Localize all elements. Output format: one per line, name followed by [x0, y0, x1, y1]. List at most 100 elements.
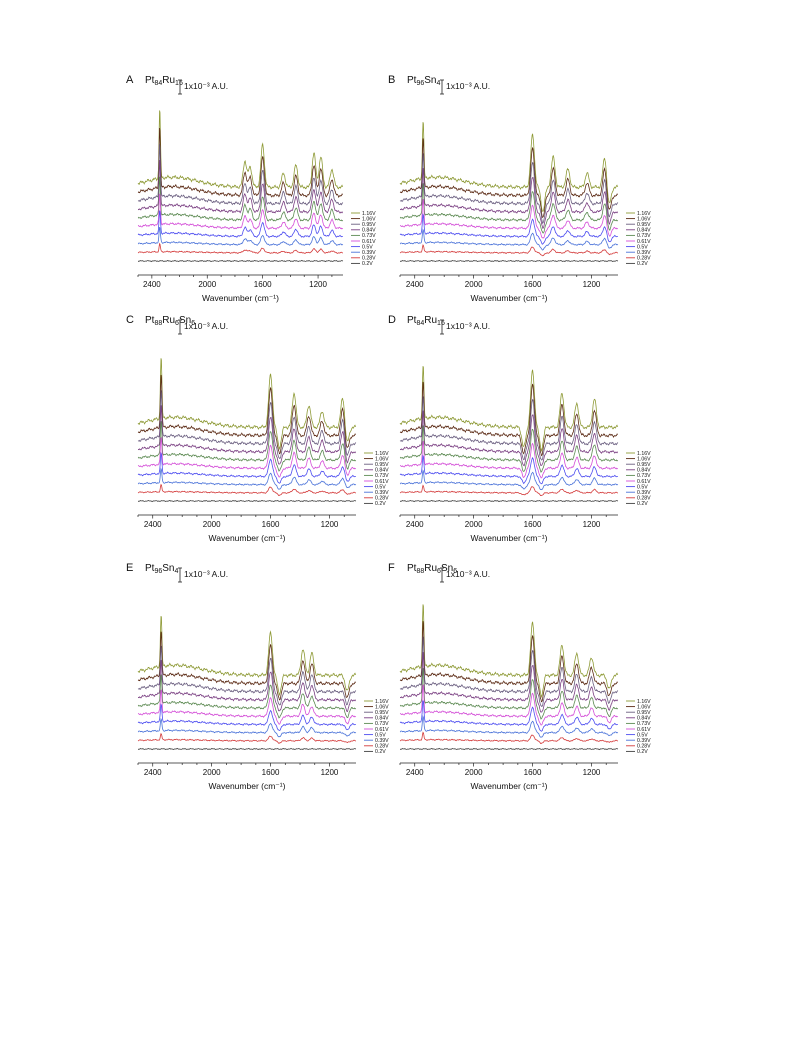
x-tick-label: 1200 — [583, 768, 601, 777]
scale-bar-label: 1x10⁻³ A.U. — [184, 321, 228, 331]
panel-title: Pt84Ru16 — [145, 75, 183, 87]
legend-label: 0.84V — [637, 228, 651, 234]
legend-label: 0.5V — [637, 732, 648, 738]
chart-panel-B: B Pt96Sn4 1x10⁻³ A.U. 2400 2000 1600 1200 Waven… — [388, 74, 651, 303]
x-tick-label: 2400 — [144, 520, 162, 529]
legend-label: 0.5V — [362, 244, 373, 250]
legend-label: 0.61V — [637, 239, 651, 245]
spectrum-line — [137, 615, 357, 697]
title-part: 96 — [416, 80, 424, 87]
legend-label: 0.39V — [362, 250, 376, 256]
spectrum-line — [137, 437, 357, 478]
x-tick-label: 1200 — [309, 280, 327, 289]
spectrum-line — [399, 183, 619, 234]
x-tick-label: 2000 — [198, 280, 216, 289]
panel-letter: F — [388, 562, 395, 574]
legend-label: 1.16V — [362, 211, 376, 217]
legend-label: 0.2V — [375, 501, 386, 507]
title-part: 84 — [154, 80, 162, 87]
legend-label: 0.5V — [637, 244, 648, 250]
legend-label: 0.95V — [362, 222, 376, 228]
x-tick-label: 1200 — [583, 520, 601, 529]
legend-label: 0.28V — [637, 256, 651, 262]
spectrum-line — [399, 199, 619, 239]
legend-label: 0.84V — [637, 716, 651, 722]
x-tick-label: 1600 — [524, 768, 542, 777]
legend-label: 1.16V — [637, 699, 651, 705]
x-tick-label: 2400 — [144, 768, 162, 777]
panel-title: Pt88Ru6Sn6 — [407, 563, 457, 575]
spectrum-line — [399, 636, 619, 707]
panel-title: Pt88Ru6Sn6 — [145, 315, 195, 327]
spectrum-line — [137, 374, 357, 455]
legend-label: 0.73V — [375, 473, 389, 479]
legend-label: 1.06V — [375, 704, 389, 710]
legend-label: 0.95V — [637, 462, 651, 468]
legend-label: 1.06V — [637, 216, 651, 222]
x-tick-label: 2400 — [406, 520, 424, 529]
spectrum-line — [400, 410, 619, 467]
spectrum-line — [399, 668, 619, 720]
legend-label: 0.95V — [375, 710, 389, 716]
title-part: 6 — [437, 568, 441, 575]
legend-label: 0.61V — [637, 479, 651, 485]
title-part: Pt — [407, 75, 417, 86]
legend-label: 0.28V — [637, 496, 651, 502]
spectrum-line — [138, 659, 357, 712]
title-part: Ru — [424, 315, 437, 326]
x-axis-label: Wavenumber (cm⁻¹) — [209, 533, 286, 543]
title-part: Pt — [407, 563, 417, 574]
legend-label: 0.73V — [375, 721, 389, 727]
panel-title: Pt84Ru16 — [407, 315, 445, 327]
legend-label: 1.16V — [375, 699, 389, 705]
x-tick-label: 2000 — [465, 768, 483, 777]
panel-letter: A — [126, 74, 134, 86]
legend-label: 0.39V — [637, 738, 651, 744]
legend-label: 0.61V — [375, 479, 389, 485]
legend-label: 0.2V — [637, 749, 648, 755]
x-tick-label: 1600 — [524, 520, 542, 529]
legend-label: 0.84V — [375, 716, 389, 722]
legend-label: 0.5V — [375, 732, 386, 738]
legend-label: 0.73V — [637, 233, 651, 239]
x-tick-label: 1600 — [254, 280, 272, 289]
spectrum-line — [137, 451, 356, 484]
spectrum-line — [400, 167, 619, 229]
legend-label: 0.28V — [375, 744, 389, 750]
x-axis-label: Wavenumber (cm⁻¹) — [471, 781, 548, 791]
spectrum-line — [399, 213, 618, 245]
spectrum-line — [399, 425, 619, 473]
scale-bar-label: 1x10⁻³ A.U. — [446, 81, 490, 91]
title-part: Sn — [162, 563, 174, 574]
spectrum-line — [137, 483, 356, 496]
spectrum-line — [137, 210, 343, 238]
legend-label: 0.61V — [637, 727, 651, 733]
spectrum-line — [137, 674, 357, 719]
x-tick-label: 2400 — [406, 280, 424, 289]
legend-label: 0.73V — [362, 233, 376, 239]
x-tick-label: 1600 — [262, 520, 280, 529]
spectrum-line — [137, 421, 357, 472]
spectrum-line — [399, 381, 619, 457]
panel-letter: B — [388, 74, 395, 86]
chart-panel-A: A Pt84Ru16 1x10⁻³ A.U. 2400 2000 1600 1200 Wave… — [126, 74, 376, 303]
legend-label: 0.2V — [362, 261, 373, 267]
spectrum-line — [399, 484, 618, 497]
legend-label: 0.39V — [375, 738, 389, 744]
legend-label: 0.5V — [637, 484, 648, 490]
legend-label: 0.84V — [375, 468, 389, 474]
legend-label: 1.06V — [362, 216, 376, 222]
spectrum-line — [399, 469, 619, 491]
spectrum-line — [399, 228, 619, 251]
spectrum-line — [399, 731, 618, 744]
legend-label: 0.39V — [637, 250, 651, 256]
title-part: Pt — [145, 563, 155, 574]
spectrum-line — [137, 631, 357, 701]
scale-bar-label: 1x10⁻³ A.U. — [184, 81, 228, 91]
legend-label: 0.2V — [637, 501, 648, 507]
title-part: Pt — [407, 315, 417, 326]
title-part: 4 — [436, 80, 440, 87]
spectrum-line — [137, 467, 357, 490]
title-part: Ru — [162, 315, 175, 326]
